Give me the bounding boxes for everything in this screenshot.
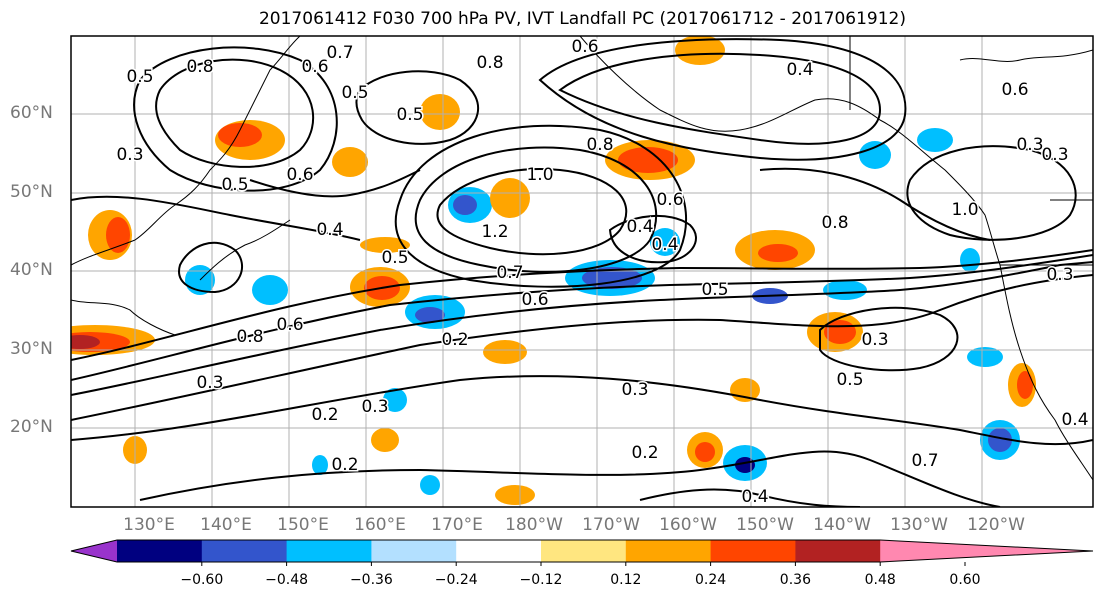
colorbar-segment	[371, 540, 457, 562]
contour-label: 0.4	[626, 217, 653, 237]
contour-label: 0.7	[911, 451, 938, 471]
colorbar-extend-max	[880, 540, 1093, 562]
colorbar-segment	[625, 540, 712, 562]
colorbar-segment	[201, 540, 288, 562]
chart-title: 2017061412 F030 700 hPa PV, IVT Landfall…	[258, 9, 906, 29]
contour-label: 0.5	[836, 370, 863, 390]
colorbar-tick-label: 0.24	[695, 572, 727, 588]
colorbar-tick-label: 0.48	[864, 572, 896, 588]
contour-label: 0.8	[186, 57, 213, 77]
colorbar-segment	[456, 540, 542, 562]
contour-label: 0.6	[1001, 80, 1028, 100]
latitude-tick-label: 40°N	[10, 260, 53, 280]
contour-label: 0.5	[221, 175, 248, 195]
map-frame	[70, 35, 1094, 508]
contour-label: 0.6	[286, 165, 313, 185]
colorbar-tick-label: −0.36	[349, 572, 393, 588]
contour-label: 0.6	[571, 37, 598, 57]
colorbar-segment	[541, 540, 627, 562]
contour-label: 1.0	[951, 200, 978, 220]
colorbar-segment	[795, 540, 881, 562]
contour-label: 0.6	[656, 190, 683, 210]
contour-label: 0.6	[301, 57, 328, 77]
longitude-tick-label: 150°E	[277, 515, 329, 535]
contour-label: 0.5	[701, 280, 728, 300]
contour-label: 0.3	[1041, 145, 1068, 165]
latitude-tick-label: 30°N	[10, 339, 53, 359]
contour-label: 0.3	[861, 330, 888, 350]
longitude-tick-label: 140°W	[813, 515, 871, 535]
contour-label: 0.7	[326, 43, 353, 63]
colorbar-tick-label: −0.24	[434, 572, 478, 588]
contour-label: 0.2	[441, 330, 468, 350]
contour-label: 0.3	[196, 373, 223, 393]
contour-label: 0.8	[586, 135, 613, 155]
contour-label: 0.6	[521, 290, 548, 310]
longitude-tick-label: 170°W	[582, 515, 640, 535]
contour-label: 0.4	[316, 220, 343, 240]
latitude-tick-label: 50°N	[10, 182, 53, 202]
contour-lines	[71, 38, 1093, 507]
colorbar-tick-label: −0.12	[519, 572, 563, 588]
longitude-tick-label: 150°W	[736, 515, 794, 535]
contour-label: 1.2	[481, 222, 508, 242]
latitude-tick-label: 60°N	[10, 103, 53, 123]
contour-label: 1.0	[526, 165, 553, 185]
contour-label: 0.3	[361, 397, 388, 417]
contour-label: 0.3	[1046, 265, 1073, 285]
colorbar-segment	[710, 540, 796, 562]
longitude-tick-label: 170°E	[431, 515, 483, 535]
latitude-tick-label: 20°N	[10, 417, 53, 437]
contour-label: 0.8	[476, 53, 503, 73]
contour-label: 0.3	[621, 380, 648, 400]
contour-label: 0.7	[496, 263, 523, 283]
colorbar-tick-label: −0.60	[180, 572, 224, 588]
contour-label: 0.5	[396, 105, 423, 125]
longitude-tick-label: 180°W	[505, 515, 563, 535]
contour-label: 0.4	[651, 235, 678, 255]
longitude-tick-label: 120°W	[967, 515, 1025, 535]
contour-label: 0.4	[786, 60, 813, 80]
contour-label: 0.2	[311, 405, 338, 425]
contour-label: 0.3	[1016, 135, 1043, 155]
contour-label: 0.2	[631, 443, 658, 463]
contour-label: 0.5	[381, 248, 408, 268]
colorbar-tick-label: 0.12	[610, 572, 642, 588]
contour-label: 0.2	[331, 455, 358, 475]
longitude-tick-label: 160°E	[354, 515, 406, 535]
longitude-tick-label: 130°E	[123, 515, 175, 535]
colorbar-tick-label: 0.36	[779, 572, 811, 588]
contour-label: 0.6	[276, 315, 303, 335]
longitude-tick-label: 140°E	[200, 515, 252, 535]
contour-labels: 0.30.5 0.80.70.60.50.80.50.60.40.60.30.50…	[115, 36, 1090, 507]
contour-label: 0.4	[741, 487, 768, 507]
longitude-tick-label: 130°W	[890, 515, 948, 535]
colorbar-tick-label: −0.48	[265, 572, 309, 588]
colorbar-segment	[286, 540, 372, 562]
longitude-tick-label: 160°W	[659, 515, 717, 535]
colorbar-tick-label: 0.60	[949, 572, 981, 588]
colorbar-extend-min	[71, 540, 117, 562]
contour-label: 0.5	[341, 83, 368, 103]
contour-label: 0.3	[116, 145, 143, 165]
colorbar-outline	[70, 539, 1094, 563]
contour-label: 0.5	[126, 67, 153, 87]
contour-label: 0.8	[236, 327, 263, 347]
contour-label: 0.8	[821, 213, 848, 233]
contour-label: 0.4	[1061, 410, 1088, 430]
colorbar-segment	[117, 540, 203, 562]
